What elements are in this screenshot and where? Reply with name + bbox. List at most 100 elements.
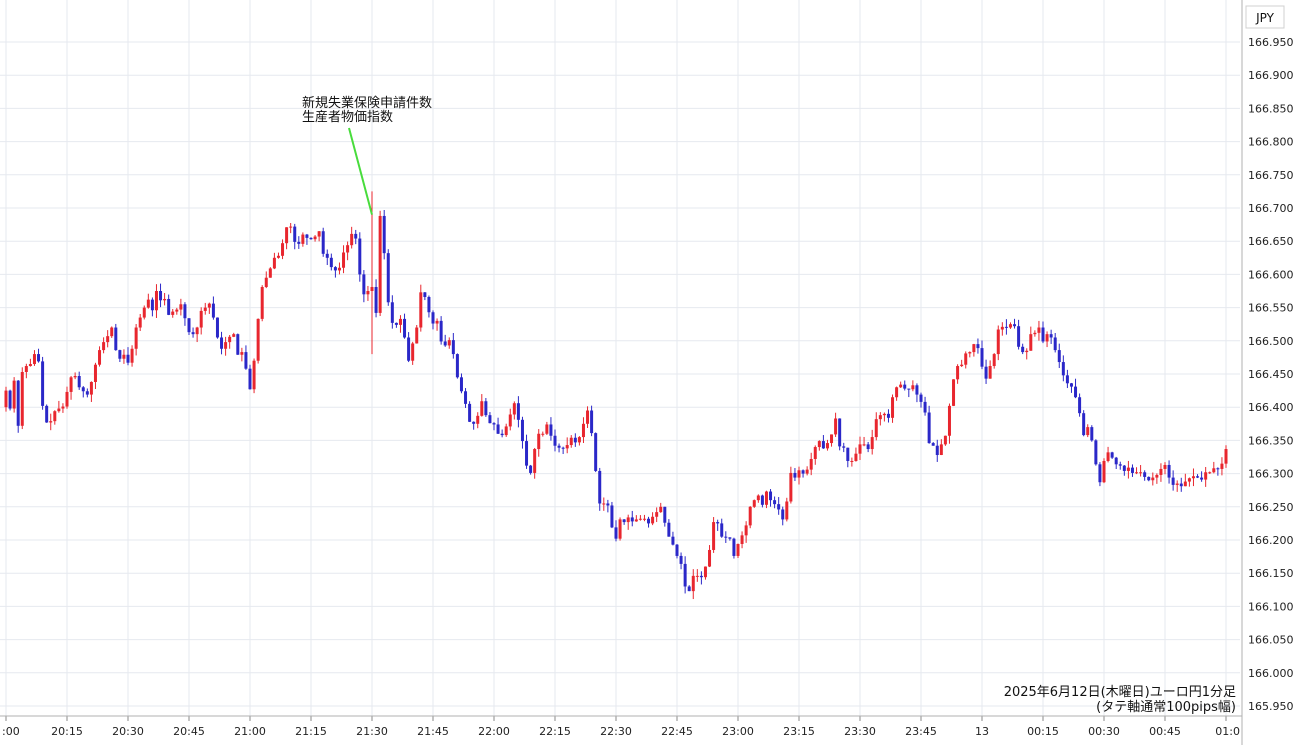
candle-body (435, 320, 439, 324)
candle-body (317, 231, 321, 237)
candle-body (1053, 337, 1057, 351)
candle-body (1074, 386, 1078, 398)
candle-body (1167, 464, 1171, 478)
x-tick-label: 20:15 (51, 725, 83, 738)
candle-body (378, 215, 382, 313)
candle-body (1025, 350, 1029, 353)
candle-body (289, 226, 293, 228)
candle-body (553, 435, 557, 446)
candle-body (455, 354, 459, 378)
candle-body (232, 334, 236, 337)
candle-body (1000, 326, 1004, 330)
currency-label-box (1245, 5, 1285, 29)
candle-body (602, 503, 606, 505)
candle-body (496, 424, 500, 434)
candle-body (744, 525, 748, 536)
x-tick-label: 21:30 (356, 725, 388, 738)
candle-body (464, 391, 468, 404)
candle-body (236, 334, 240, 355)
candle-body (187, 318, 191, 333)
candle-body (724, 536, 728, 538)
candle-body (964, 353, 968, 365)
x-tick-label: 20:30 (112, 725, 144, 738)
candle-body (159, 291, 163, 301)
y-tick-label: 166.600 (1248, 268, 1294, 281)
candle-body (598, 470, 602, 504)
candle-body (224, 342, 228, 349)
candle-body (382, 215, 386, 254)
x-tick-label: 22:00 (478, 725, 510, 738)
candle-body (1135, 472, 1139, 474)
candle-body (537, 433, 541, 450)
candle-body (171, 311, 175, 315)
candle-body (573, 437, 577, 443)
candle-body (1045, 334, 1049, 342)
candle-body (130, 348, 134, 363)
candle-body (512, 403, 516, 415)
candle-body (390, 302, 394, 323)
candle-body (1065, 375, 1069, 384)
candle-body (211, 303, 215, 318)
candle-body (53, 411, 57, 422)
candle-body (769, 491, 773, 501)
x-tick-label: 22:15 (539, 725, 571, 738)
candle-body (175, 309, 179, 312)
candle-body (785, 501, 789, 520)
candle-body (748, 506, 752, 526)
candle-body (634, 519, 638, 522)
y-tick-label: 166.200 (1248, 534, 1294, 547)
y-tick-label: 166.450 (1248, 368, 1294, 381)
candle-body (163, 298, 167, 301)
candle-body (549, 424, 553, 436)
candle-body (41, 361, 45, 406)
candle-body (797, 470, 801, 478)
candle-body (203, 307, 207, 311)
candle-body (508, 414, 512, 427)
candle-body (1118, 464, 1122, 466)
candle-body (891, 397, 895, 418)
candle-body (956, 366, 960, 380)
x-tick-label: 23:00 (722, 725, 754, 738)
candle-body (1130, 467, 1134, 473)
candle-body (1122, 465, 1126, 471)
x-tick-label: 00:30 (1088, 725, 1120, 738)
candle-body (764, 491, 768, 505)
candle-body (557, 445, 561, 448)
candle-body (996, 329, 1000, 355)
candle-body (301, 234, 305, 244)
candle-body (150, 299, 154, 311)
candle-body (1098, 464, 1102, 483)
candle-body (1175, 483, 1179, 485)
candle-body (659, 506, 663, 513)
y-tick-label: 166.300 (1248, 468, 1294, 481)
candle-body (606, 503, 610, 506)
y-tick-label: 166.800 (1248, 136, 1294, 149)
candle-body (366, 291, 370, 295)
candle-body (919, 394, 923, 402)
candle-body (931, 443, 935, 446)
candle-body (1037, 327, 1041, 333)
candle-body (911, 385, 915, 390)
candle-body (740, 535, 744, 544)
candle-body (988, 366, 992, 379)
candle-body (309, 237, 313, 240)
candle-body (1216, 468, 1220, 470)
x-tick-label: 21:15 (295, 725, 327, 738)
candle-body (199, 310, 203, 328)
candle-body (447, 340, 451, 346)
candle-body (720, 523, 724, 537)
x-tick-label: :00 (2, 725, 20, 738)
candle-body (691, 575, 695, 592)
event-annotation-line2: 生産者物価指数 (302, 109, 393, 125)
candle-body (268, 268, 272, 278)
candle-body (581, 423, 585, 438)
candle-body (561, 447, 565, 449)
candle-body (907, 388, 911, 390)
candle-body (85, 391, 89, 395)
candle-body (1191, 476, 1195, 479)
candle-body (215, 317, 219, 338)
candle-body (1110, 452, 1114, 458)
candle-body (1220, 463, 1224, 469)
candle-body (472, 421, 476, 424)
candle-body (374, 287, 378, 313)
